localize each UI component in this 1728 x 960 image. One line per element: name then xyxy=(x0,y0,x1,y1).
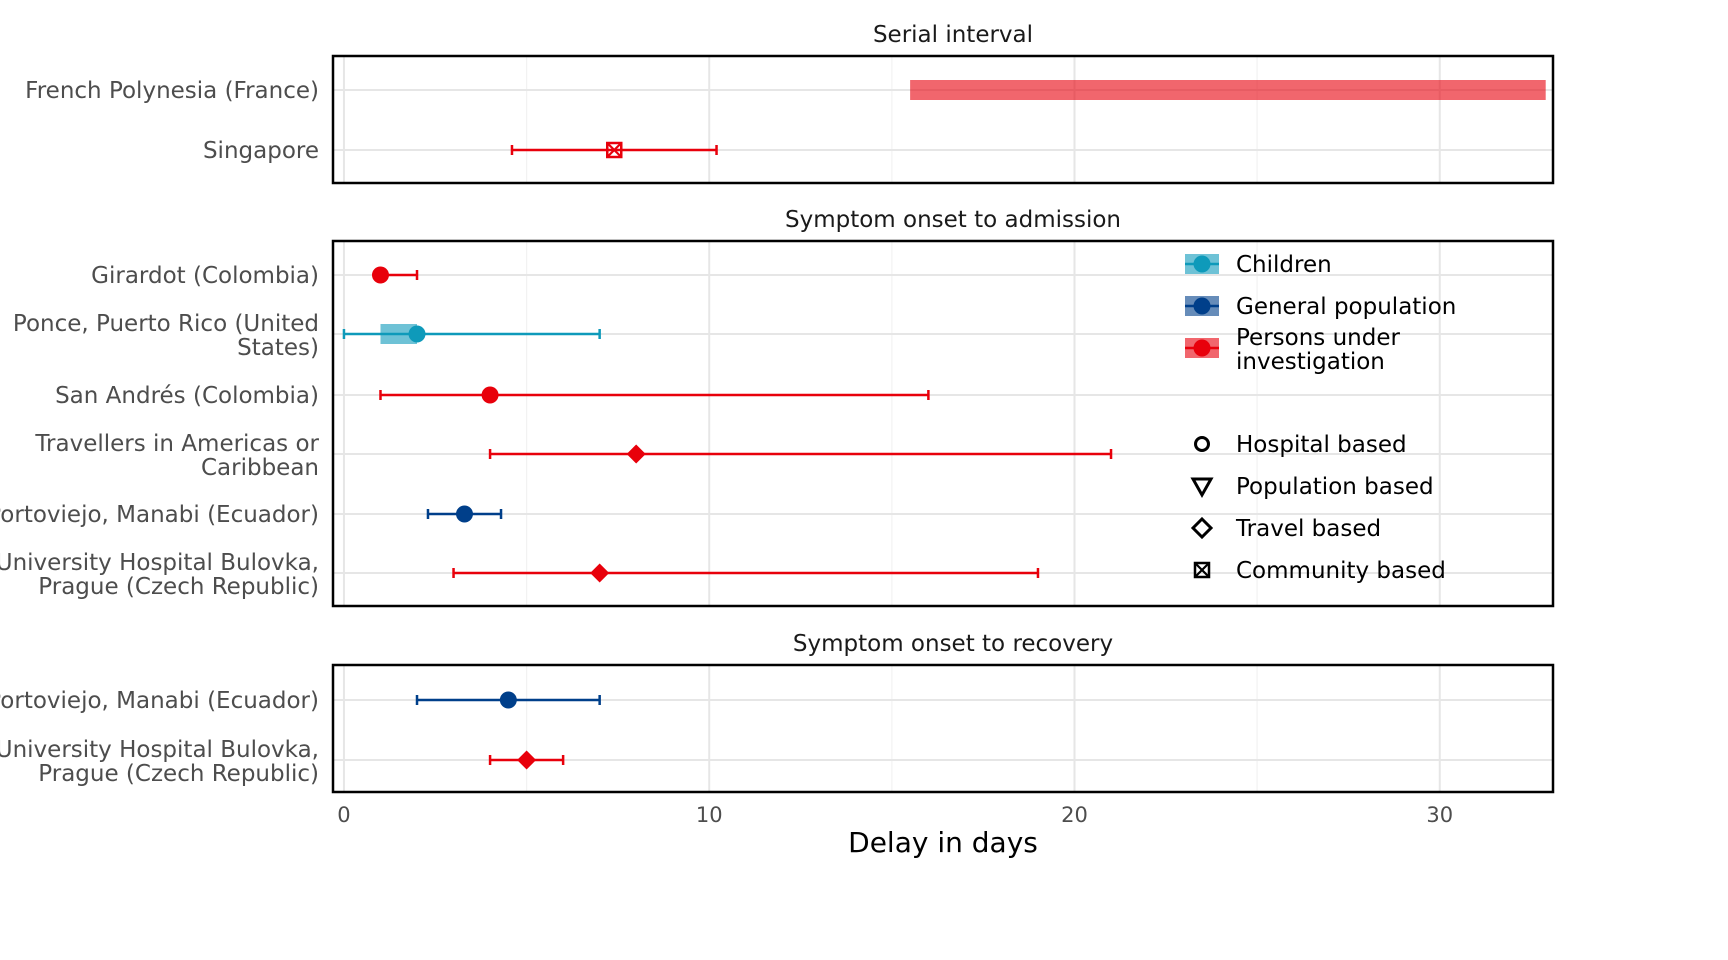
legend-label: Community based xyxy=(1236,558,1446,584)
y-tick-label: French Polynesia (France) xyxy=(25,78,319,104)
y-tick-label: Prague (Czech Republic) xyxy=(38,574,319,600)
y-tick-label: Girardot (Colombia) xyxy=(91,263,319,289)
x-tick-label: 0 xyxy=(337,803,350,827)
x-tick-label: 30 xyxy=(1426,803,1453,827)
range-bar xyxy=(910,80,1546,100)
panel-title: Symptom onset to recovery xyxy=(793,631,1113,657)
point-estimate xyxy=(371,266,389,284)
legend-label: Hospital based xyxy=(1236,432,1407,458)
y-tick-label: University Hospital Bulovka, xyxy=(0,550,319,576)
legend-label: Travel based xyxy=(1235,516,1381,542)
x-axis-title: Delay in days xyxy=(848,826,1038,859)
y-tick-label: States) xyxy=(237,335,319,361)
hospital-based-icon xyxy=(1194,436,1210,452)
point-estimate xyxy=(499,691,517,709)
panel-frame xyxy=(331,54,1555,185)
community-based-icon xyxy=(1193,561,1211,579)
y-tick-label: San Andrés (Colombia) xyxy=(55,383,319,409)
y-tick-label: Portoviejo, Manabi (Ecuador) xyxy=(0,502,319,528)
point-estimate xyxy=(455,505,473,523)
panel-title: Symptom onset to admission xyxy=(785,207,1121,233)
panel-frame xyxy=(331,663,1555,794)
legend-label: Persons under xyxy=(1236,325,1400,351)
legend-label: Children xyxy=(1236,252,1332,278)
point-estimate xyxy=(590,563,610,583)
y-tick-label: Caribbean xyxy=(201,455,319,481)
point-estimate xyxy=(408,325,426,343)
y-tick-label: Singapore xyxy=(203,138,319,164)
legend-label: investigation xyxy=(1236,349,1385,375)
panel-title: Serial interval xyxy=(873,22,1033,48)
population-based-icon xyxy=(1190,477,1214,499)
community-based-icon-cross xyxy=(1194,562,1210,578)
y-tick-label: Portoviejo, Manabi (Ecuador) xyxy=(0,688,319,714)
point-estimate-cross xyxy=(606,142,623,158)
legend-key-point xyxy=(1193,297,1211,315)
point-estimate xyxy=(626,444,646,464)
x-tick-label: 10 xyxy=(696,803,723,827)
legend-label: Population based xyxy=(1236,474,1434,500)
legend-key-point xyxy=(1193,255,1211,273)
y-tick-label: Prague (Czech Republic) xyxy=(38,761,319,787)
x-tick-label: 20 xyxy=(1061,803,1088,827)
y-tick-label: Ponce, Puerto Rico (United xyxy=(13,311,319,337)
point-estimate xyxy=(517,750,537,770)
legend-label: General population xyxy=(1236,294,1456,320)
travel-based-icon xyxy=(1190,516,1214,540)
y-tick-label: University Hospital Bulovka, xyxy=(0,737,319,763)
panel-frame xyxy=(331,239,1555,608)
point-estimate xyxy=(481,386,499,404)
point-estimate xyxy=(606,141,623,159)
legend-key-point xyxy=(1193,339,1211,357)
y-tick-label: Travellers in Americas or xyxy=(34,431,319,457)
